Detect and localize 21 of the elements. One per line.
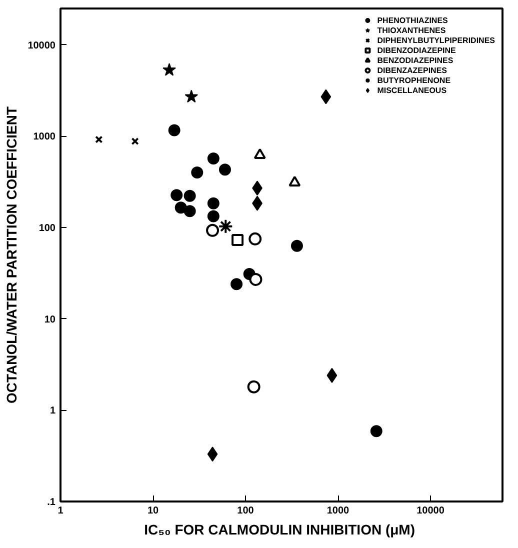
y-tick-label: 1 [50, 406, 56, 417]
x-axis-title: IC₅₀ FOR CALMODULIN INHIBITION (μM) [144, 522, 416, 538]
y-axis-title: OCTANOL/WATER PARTITION COEFFICIENT [4, 106, 20, 404]
legend-label: BUTYROPHENONE [377, 75, 451, 85]
legend-label: DIBENZAZEPINES [377, 65, 447, 75]
x-tick-label: 10000 [416, 506, 445, 516]
y-tick-label: 10 [44, 314, 56, 326]
legend-label: DIPHENYLBUTYLPIPERIDINES [377, 35, 495, 45]
x-tick-label: 1000 [326, 506, 350, 516]
legend-label: THIOXANTHENES [377, 25, 446, 35]
legend-label: BENZODIAZEPINES [377, 55, 454, 65]
y-tick-label: 10000 [28, 40, 56, 52]
y-tick-label: 100 [38, 223, 56, 234]
legend-label: MISCELLANEOUS [377, 85, 447, 95]
x-tick-label: 10 [147, 506, 160, 516]
y-tick-label: 1000 [33, 132, 56, 143]
x-tick-label: 1 [58, 506, 64, 516]
x-tick-label: 100 [237, 506, 254, 516]
legend-label: PHENOTHIAZINES [377, 15, 448, 25]
y-tick-label: .1 [47, 497, 56, 508]
legend-label: DIBENZODIAZEPINE [377, 45, 456, 55]
